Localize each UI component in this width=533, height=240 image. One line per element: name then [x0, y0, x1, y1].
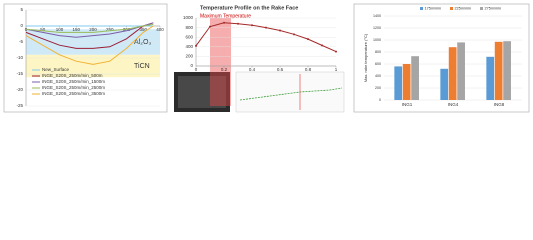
y-tick-label: 1400	[373, 14, 381, 18]
x-tick-label: 250	[106, 27, 114, 32]
y-tick-label: 0	[20, 23, 23, 28]
chart-title: Temperature Profile on the Rake Face	[200, 5, 298, 11]
bar	[448, 47, 457, 100]
y-tick-label: 0	[190, 63, 193, 68]
x-tick-label: 50	[40, 27, 46, 32]
bar	[394, 66, 403, 100]
x-tick-label: ING4	[448, 102, 459, 107]
legend-label: INGE_S20S_250m/min_500m	[42, 73, 103, 78]
series-line	[25, 23, 154, 33]
point	[307, 38, 309, 41]
legend-swatch	[480, 7, 483, 10]
point	[195, 44, 197, 47]
point	[265, 26, 267, 29]
bar	[440, 68, 449, 100]
x-tick-label: 100	[56, 27, 64, 32]
y-tick-label: 200	[185, 54, 193, 59]
y-tick-label: 1200	[373, 26, 381, 30]
band-label: TiCN	[134, 63, 150, 70]
y-tick-label: -5	[19, 39, 23, 44]
bar	[457, 42, 465, 100]
y-tick-label: 0	[379, 98, 381, 102]
micrograph-detail	[178, 76, 226, 108]
point	[321, 44, 323, 47]
page: {"chart_data": [ {"type": "line", "x": […	[0, 0, 533, 116]
x-tick-label: 0.2	[221, 67, 228, 72]
legend-label: 225m/min	[455, 7, 472, 11]
y-tick-label: -15	[16, 71, 23, 76]
y-tick-label: 800	[185, 25, 193, 30]
x-tick-label: ING8	[494, 102, 505, 107]
legend-label: 175m/min	[425, 7, 442, 11]
y-tick-label: 600	[185, 34, 193, 39]
legend-swatch	[420, 7, 423, 10]
point	[293, 33, 295, 36]
x-tick-label: 0.6	[277, 67, 284, 72]
annotation: Maximum Temperature	[200, 13, 251, 19]
x-tick-label: 150	[72, 27, 80, 32]
point	[237, 22, 239, 25]
y-tick-label: 400	[375, 74, 381, 78]
x-tick-label: 0.8	[305, 67, 312, 72]
x-tick-label: 0	[195, 67, 198, 72]
legend-label: INGE_S20S_250m/min_3500m	[42, 91, 105, 96]
x-tick-label: 1	[335, 67, 338, 72]
band-label: Al₂O₃	[134, 39, 151, 46]
y-tick-label: 400	[185, 44, 193, 49]
series-line	[25, 25, 154, 65]
legend-label: INGE_S20S_250m/min_1500m	[42, 79, 105, 84]
x-tick-label: 300	[123, 27, 131, 32]
legend-label: New_Surface	[42, 67, 70, 72]
y-tick-label: 1000	[183, 15, 194, 20]
y-axis-label: Max. rake temperature (°C)	[363, 33, 368, 82]
point	[279, 29, 281, 32]
bar	[503, 41, 511, 100]
point	[209, 25, 211, 28]
highlight	[210, 18, 231, 106]
y-tick-label: 1000	[373, 38, 381, 42]
y-tick-label: -25	[16, 103, 23, 108]
bar	[494, 41, 503, 100]
x-tick-label: 0.4	[249, 67, 256, 72]
point	[223, 21, 225, 24]
legend-label: INGE_S20S_250m/min_2500m	[42, 85, 105, 90]
legend-swatch	[450, 7, 453, 10]
bar	[486, 56, 495, 100]
legend-label: 275m/min	[485, 7, 502, 11]
x-tick-label: 200	[89, 27, 97, 32]
inset-plot	[235, 71, 345, 113]
bar	[402, 64, 411, 100]
series-line	[25, 22, 154, 49]
x-tick-label: ING1	[402, 102, 413, 107]
y-tick-label: -10	[16, 55, 23, 60]
bar	[411, 56, 419, 100]
x-tick-label: 400	[156, 27, 164, 32]
y-tick-label: 200	[375, 86, 381, 90]
x-tick-label: 350	[139, 27, 147, 32]
y-tick-label: -20	[16, 87, 23, 92]
point	[335, 50, 337, 53]
y-tick-label: 800	[375, 50, 381, 54]
y-tick-label: 5	[20, 7, 23, 12]
point	[251, 24, 253, 27]
y-tick-label: 600	[375, 62, 381, 66]
series-line	[25, 22, 154, 38]
band	[26, 54, 160, 78]
